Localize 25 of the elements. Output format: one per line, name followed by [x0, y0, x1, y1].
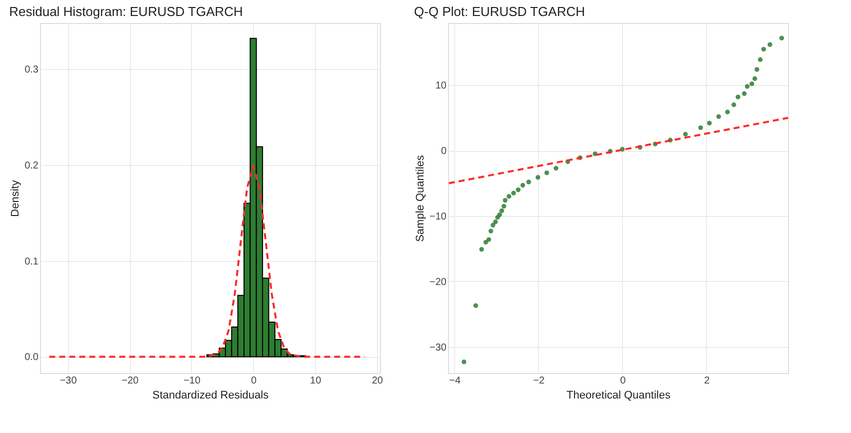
x-tick-label: 0	[250, 376, 257, 386]
x-tick-label: −30	[60, 376, 78, 386]
y-tick-label: 0.3	[24, 64, 39, 76]
x-tick-label: −2	[533, 376, 545, 386]
y-tick-label: −10	[430, 211, 447, 222]
y-tick-label: 0.2	[24, 160, 39, 172]
x-tick-label: 20	[372, 376, 384, 386]
y-axis-title: Density	[10, 180, 22, 217]
y-tick-label: −30	[430, 342, 447, 354]
y-tick-label: −20	[430, 276, 447, 288]
y-axis-title: Sample Quantiles	[414, 154, 427, 242]
x-tick-label: 2	[704, 376, 710, 386]
x-tick-label: −4	[449, 376, 461, 386]
x-axis-title: Theoretical Quantiles	[566, 390, 671, 402]
y-tick-label: 10	[435, 80, 447, 92]
x-axis-title: Standardized Residuals	[152, 390, 270, 402]
x-tick-label: 0	[620, 376, 626, 386]
chart-title: Residual Histogram: EURUSD TGARCH	[9, 4, 243, 19]
y-tick-label: 0.0	[24, 352, 39, 364]
y-tick-label: 0	[440, 146, 447, 158]
x-tick-label: −20	[122, 376, 140, 386]
chart-title: Q-Q Plot: EURUSD TGARCH	[414, 4, 585, 19]
x-tick-label: 10	[310, 376, 322, 386]
x-tick-label: −10	[183, 376, 201, 386]
y-tick-label: 0.1	[24, 256, 39, 268]
